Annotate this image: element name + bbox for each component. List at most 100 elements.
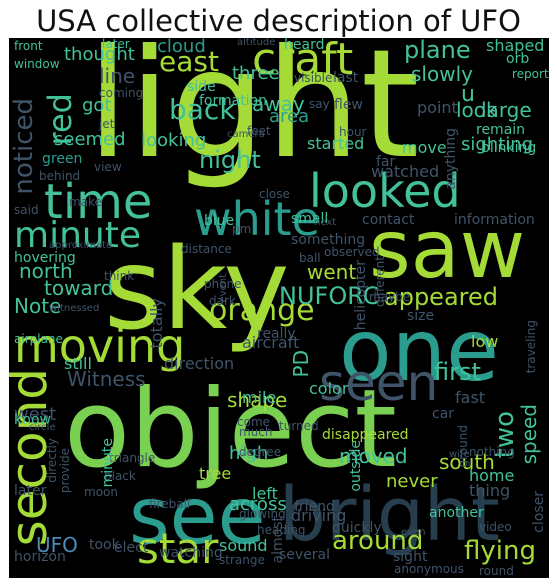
- word-seemed: seemed: [54, 129, 126, 150]
- word-degree: degree: [239, 445, 282, 459]
- word-black: black: [104, 469, 136, 483]
- word-window: window: [14, 57, 60, 71]
- word-low: low: [471, 332, 499, 351]
- word-north: north: [19, 259, 73, 283]
- word-look: look: [456, 98, 498, 122]
- word-color: color: [309, 379, 349, 398]
- word-directly: directly: [45, 438, 59, 483]
- word-south: south: [439, 450, 495, 474]
- word-moved: moved: [339, 444, 408, 468]
- word-still: still: [64, 354, 92, 373]
- word-circle: circle: [29, 422, 56, 433]
- word-quickly: quickly: [332, 520, 382, 536]
- word-closer: closer: [531, 491, 547, 533]
- word-back: back: [169, 93, 236, 126]
- word-later: later: [14, 483, 47, 499]
- word-dark: dark: [209, 294, 236, 308]
- word-tree: tree: [199, 464, 232, 483]
- word-witness: Witness: [67, 367, 146, 391]
- word-moon: moon: [84, 485, 118, 499]
- word-flew: flew: [334, 97, 363, 113]
- word-view: view: [94, 160, 122, 174]
- word-went: went: [307, 260, 357, 284]
- word-driving: driving: [291, 506, 347, 525]
- word-visible: visible: [294, 71, 333, 85]
- word-wife: wife: [449, 449, 470, 460]
- word-thought: thought: [64, 44, 135, 65]
- word-several: several: [279, 547, 331, 563]
- word-away: away: [252, 92, 305, 116]
- word-night: night: [199, 146, 261, 174]
- word-airplane: airplane: [14, 332, 63, 346]
- word-orb: orb: [506, 51, 530, 67]
- word-speed: speed: [517, 404, 541, 465]
- word-sighting: sighting: [461, 134, 534, 155]
- word-formation: formation: [199, 93, 268, 109]
- word-move: move: [402, 138, 447, 157]
- word-pd: PD: [289, 350, 313, 378]
- word-hovering: hovering: [14, 250, 76, 266]
- word-watched: watched: [371, 162, 440, 181]
- word-light: light: [87, 38, 420, 192]
- word-one: one: [339, 301, 500, 401]
- word-high: high: [229, 443, 269, 464]
- word-camera: camera: [227, 129, 265, 140]
- word-star: star: [137, 524, 219, 573]
- word-noticed: noticed: [9, 98, 39, 195]
- word-fireball: fireball: [149, 497, 191, 511]
- word-sound: sound: [219, 536, 268, 555]
- word-round: round: [479, 564, 514, 578]
- word-much: much: [239, 425, 273, 439]
- word-front: front: [14, 39, 43, 53]
- word-disappeared: disappeared: [322, 427, 409, 443]
- word-never: never: [386, 471, 438, 492]
- word-witnessed: witnessed: [49, 303, 100, 314]
- word-strange: strange: [219, 553, 265, 567]
- word-far: far: [376, 154, 396, 170]
- word-saw: saw: [369, 203, 526, 296]
- word-feet: feet: [247, 124, 271, 138]
- word-looking: looking: [141, 130, 207, 151]
- word-side: side: [187, 79, 216, 95]
- word-slowly: slowly: [411, 62, 473, 86]
- word-heading: heading: [257, 523, 306, 537]
- word-direction: direction: [164, 354, 235, 373]
- word-triangle: triangle: [109, 451, 156, 465]
- word-u: u: [461, 82, 475, 107]
- word-next: next: [314, 217, 337, 228]
- word-distance: distance: [181, 242, 232, 256]
- word-seen: seen: [319, 354, 439, 412]
- word-west: west: [14, 404, 57, 425]
- word-observed: observed: [324, 245, 380, 259]
- word-totally: totally: [147, 298, 166, 349]
- word-ufo: UFO: [36, 533, 78, 557]
- word-anything: anything: [443, 128, 459, 190]
- word-car: car: [432, 406, 455, 422]
- word-aircraft: aircraft: [242, 333, 300, 352]
- word-blue: blue: [204, 213, 235, 229]
- word-ball: ball: [299, 251, 321, 265]
- word-friend: friend: [294, 499, 335, 515]
- word-minute: minute: [14, 215, 141, 256]
- word-cloud: cloud: [157, 38, 206, 57]
- word-size: size: [407, 308, 435, 324]
- word-elect: elect: [114, 540, 149, 556]
- word-line: line: [99, 64, 136, 88]
- word-contact: contact: [362, 212, 415, 228]
- word-really: really: [257, 326, 296, 342]
- word-close: close: [259, 187, 290, 201]
- word-something: something: [291, 232, 366, 248]
- chart-title: USA collective description of UFO: [36, 4, 521, 38]
- word-approximate: approximate: [49, 240, 113, 251]
- word-information: information: [454, 212, 535, 228]
- word-event: event: [218, 274, 229, 303]
- word-watching: watching: [159, 545, 223, 561]
- word-small: small: [291, 211, 329, 227]
- word-orange: orange: [209, 293, 315, 328]
- word-different: different: [373, 256, 387, 307]
- word-ground: ground: [456, 425, 470, 468]
- word-pm: pm: [232, 222, 252, 236]
- word-craft: craft: [252, 38, 354, 85]
- word-maybe: maybe: [369, 290, 411, 304]
- word-phone: phone: [204, 277, 242, 291]
